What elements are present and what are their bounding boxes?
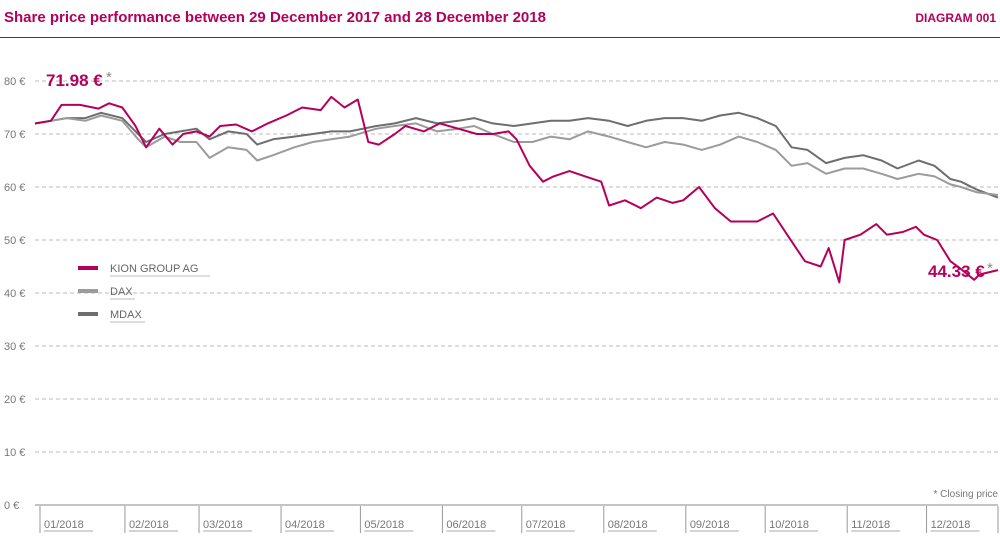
closing-price-note: * Closing price — [934, 489, 999, 500]
end-annotation: 44.33 € * — [928, 260, 993, 281]
month-label-05/2018: 05/2018 — [364, 519, 404, 531]
start-annotation: 71.98 € * — [46, 69, 112, 90]
legend-label-dax: DAX — [110, 286, 133, 298]
series-line-mdax — [34, 111, 999, 199]
end-value-label: 44.33 € — [928, 262, 985, 281]
y-tick-label-60: 60 € — [4, 182, 25, 194]
series-line-dax — [34, 114, 999, 196]
y-tick-label-70: 70 € — [4, 129, 25, 141]
x-axis: 01/2018 02/2018 03/2018 04/2018 05/2018 06/20… — [35, 504, 999, 533]
y-axis-labels: 0 € 10 € 20 € 30 € 40 € 50 € 60 € 70 € 80 € — [4, 76, 25, 512]
series-line-kion-group-ag — [34, 95, 999, 284]
month-label-11/2018: 11/2018 — [851, 519, 890, 531]
month-label-08/2018: 08/2018 — [608, 519, 648, 531]
y-tick-label-0: 0 € — [4, 500, 19, 512]
month-label-04/2018: 04/2018 — [285, 519, 325, 531]
chart-header: Share price performance between 29 Decem… — [0, 0, 1000, 30]
chart-title: Share price performance between 29 Decem… — [4, 9, 546, 26]
legend: KION GROUP AG DAX MDAX — [78, 263, 210, 323]
month-label-10/2018: 10/2018 — [769, 519, 809, 531]
month-label-12/2018: 12/2018 — [931, 519, 971, 531]
month-label-06/2018: 06/2018 — [446, 519, 486, 531]
y-tick-label-20: 20 € — [4, 394, 25, 406]
start-value-star: * — [106, 69, 112, 86]
start-value-label: 71.98 € — [46, 71, 103, 90]
month-label-07/2018: 07/2018 — [526, 519, 566, 531]
month-label-03/2018: 03/2018 — [203, 519, 243, 531]
legend-label-mdax: MDAX — [110, 309, 142, 321]
diagram-label: DIAGRAM 001 — [915, 11, 996, 25]
end-value-star: * — [987, 260, 993, 277]
month-label-02/2018: 02/2018 — [129, 519, 169, 531]
legend-label-kion: KION GROUP AG — [110, 263, 198, 275]
series-lines — [34, 95, 999, 284]
y-tick-label-50: 50 € — [4, 235, 25, 247]
month-label-01/2018: 01/2018 — [44, 519, 84, 531]
y-tick-label-40: 40 € — [4, 288, 25, 300]
y-tick-label-10: 10 € — [4, 447, 25, 459]
month-label-09/2018: 09/2018 — [690, 519, 730, 531]
y-tick-label-80: 80 € — [4, 76, 25, 88]
header-divider — [0, 37, 1000, 38]
y-tick-label-30: 30 € — [4, 341, 25, 353]
